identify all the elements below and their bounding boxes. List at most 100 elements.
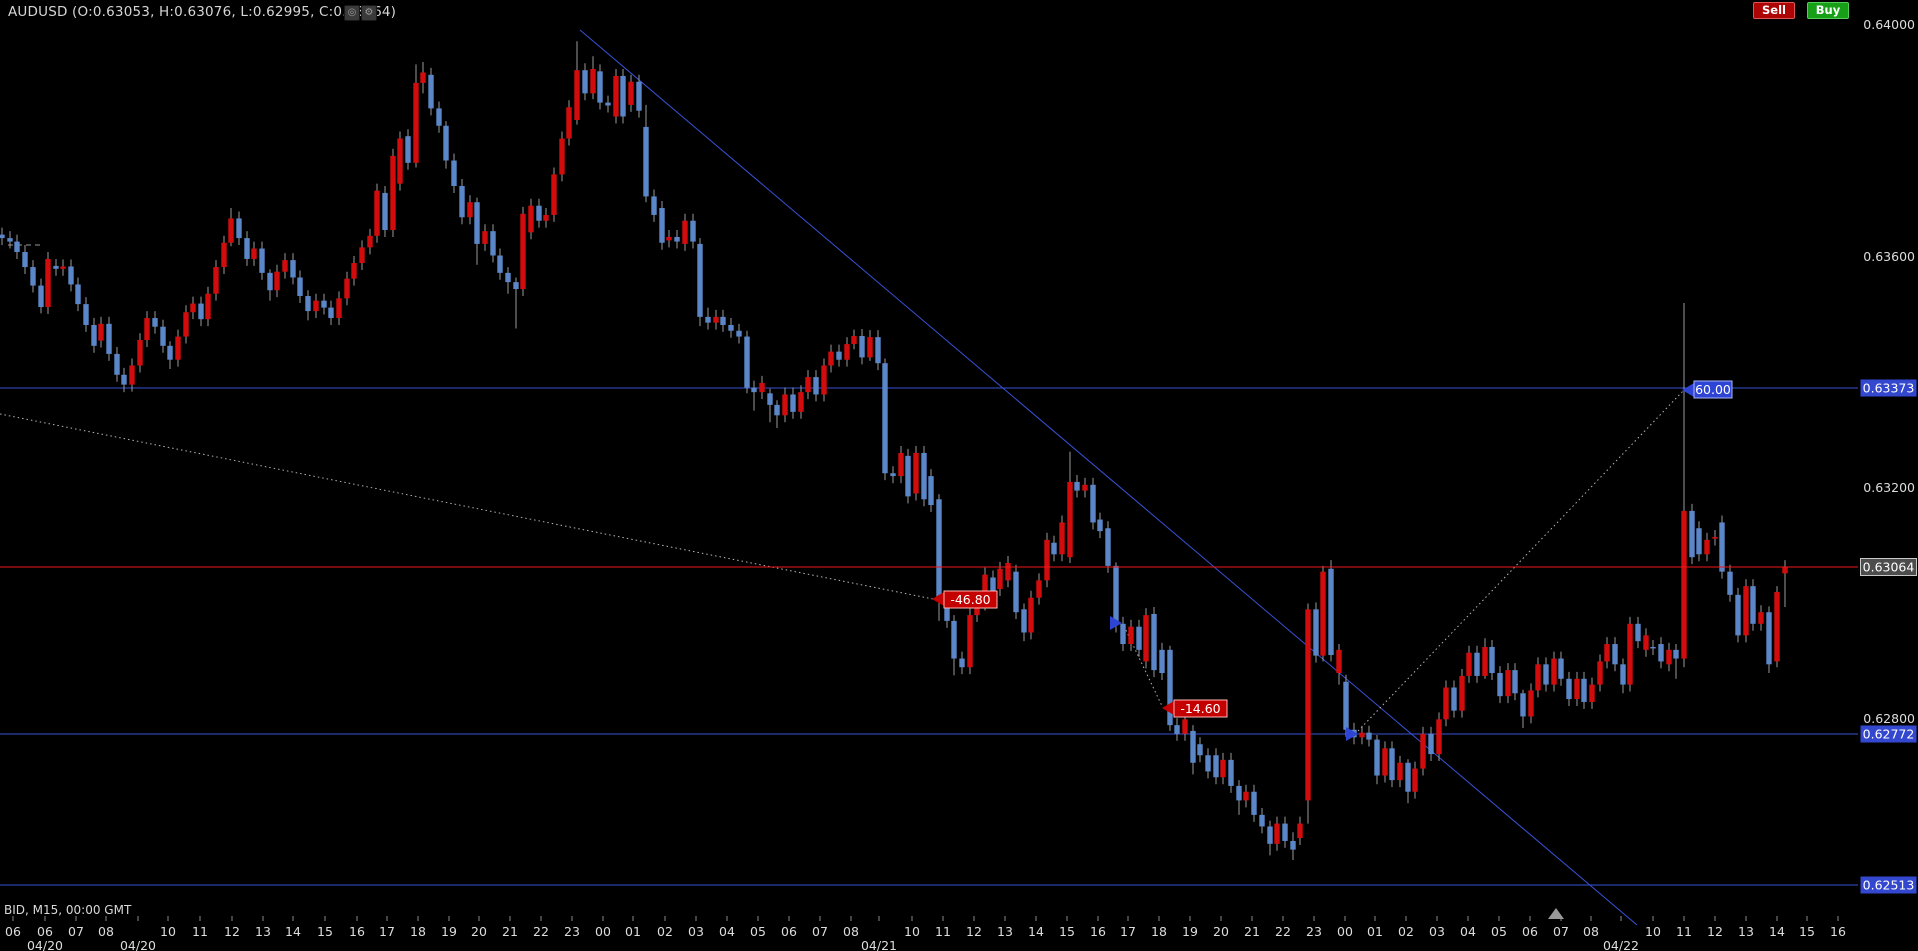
price-axis-label: 0.62800: [1863, 711, 1915, 726]
trade-exit-arrow-icon[interactable]: [932, 592, 944, 606]
candle-body: [613, 75, 619, 117]
trade-result-label[interactable]: [943, 590, 998, 609]
candle-body: [1412, 768, 1418, 792]
candle-body: [1774, 591, 1780, 662]
candle-body: [1182, 719, 1188, 734]
hour-label: 05: [1491, 924, 1507, 939]
hour-label: 14: [1028, 924, 1044, 939]
candle-body: [83, 304, 89, 325]
candle-body: [367, 235, 373, 248]
hour-label: 12: [966, 924, 982, 939]
trade-entry-arrow-icon[interactable]: [1110, 616, 1122, 630]
candle-body: [821, 365, 827, 395]
sell-button[interactable]: Sell: [1753, 2, 1795, 19]
hour-label: 10: [1645, 924, 1661, 939]
target-icon[interactable]: ◎: [344, 5, 360, 21]
trade-exit-arrow-icon[interactable]: [1162, 701, 1174, 715]
candle-body: [274, 271, 280, 291]
date-label: 04/22: [1603, 938, 1639, 951]
candle-body: [1389, 748, 1395, 781]
hour-label: 06: [37, 924, 53, 939]
candle-body: [1167, 649, 1173, 726]
hour-label: 21: [502, 924, 518, 939]
candle-body: [236, 218, 242, 239]
candle-body: [1604, 644, 1610, 662]
hour-label: 17: [1120, 924, 1136, 939]
candle-body: [160, 326, 166, 346]
settings-gear-icon[interactable]: ⚙: [361, 5, 377, 21]
candle-body: [782, 394, 788, 416]
candle-body: [520, 213, 526, 290]
candle-body: [1597, 661, 1603, 685]
candle-body: [1558, 658, 1564, 679]
trade-dotted-line[interactable]: [0, 413, 934, 600]
candle-body: [543, 214, 549, 221]
hour-label: 05: [750, 924, 766, 939]
candle-body: [944, 597, 950, 621]
candle-body: [413, 82, 419, 163]
candle-body: [359, 247, 365, 264]
candle-body: [513, 282, 519, 290]
hour-label: 13: [997, 924, 1013, 939]
hour-label: 07: [1553, 924, 1569, 939]
price-badge[interactable]: [1860, 379, 1917, 397]
candle-body: [374, 190, 380, 236]
candle-body: [997, 568, 1003, 590]
price-badge-text: 0.62513: [1863, 878, 1915, 893]
candle-body: [597, 71, 603, 103]
candle-body: [144, 318, 150, 341]
candle-body: [1128, 626, 1134, 645]
price-badge[interactable]: [1860, 725, 1917, 743]
candle-body: [1627, 623, 1633, 685]
candle-body: [1735, 594, 1741, 636]
candle-body: [297, 277, 303, 297]
candle-body: [1766, 612, 1772, 665]
candle-body: [1205, 755, 1211, 772]
candle-body: [344, 278, 350, 299]
trade-exit-arrow-icon[interactable]: [1682, 383, 1694, 397]
candle-body: [636, 81, 642, 111]
candle-body: [167, 345, 173, 360]
candle-body: [75, 284, 81, 305]
candle-body: [1574, 678, 1580, 700]
candle-body: [1290, 840, 1296, 850]
candle-body: [1620, 664, 1626, 685]
candle-body: [336, 298, 342, 319]
candle-body: [1474, 652, 1480, 676]
trade-dotted-line[interactable]: [1357, 390, 1684, 732]
candle-body: [114, 353, 120, 375]
candle-body: [805, 377, 811, 393]
candle-body: [328, 307, 334, 319]
candle-body: [467, 202, 473, 218]
hour-label: 06: [781, 924, 797, 939]
hour-label: 20: [1213, 924, 1229, 939]
hour-label: 11: [1676, 924, 1692, 939]
buy-button[interactable]: Buy: [1807, 2, 1849, 19]
price-badge[interactable]: [1860, 558, 1917, 576]
candle-body: [990, 577, 996, 592]
trendline[interactable]: [579, 29, 1638, 926]
candle-body: [959, 658, 965, 668]
hour-label: 11: [192, 924, 208, 939]
hour-label: 20: [471, 924, 487, 939]
candle-body: [813, 377, 819, 395]
candle-body: [7, 238, 13, 242]
candle-body: [566, 107, 572, 139]
price-badge[interactable]: [1860, 876, 1917, 894]
candle-body: [574, 70, 580, 120]
candle-body: [1036, 580, 1042, 598]
hour-label: 01: [1367, 924, 1383, 939]
candle-body: [1382, 748, 1388, 776]
candle-body: [451, 160, 457, 186]
hour-label: 14: [285, 924, 301, 939]
trade-result-label[interactable]: [1693, 380, 1733, 399]
candle-body: [1689, 510, 1695, 558]
candle-body: [68, 266, 74, 285]
trade-result-label[interactable]: [1173, 699, 1228, 718]
trade-entry-arrow-icon[interactable]: [1346, 727, 1358, 741]
candle-body: [1497, 673, 1503, 697]
candle-body: [713, 316, 719, 323]
time-marker-triangle-icon[interactable]: [1548, 908, 1564, 919]
